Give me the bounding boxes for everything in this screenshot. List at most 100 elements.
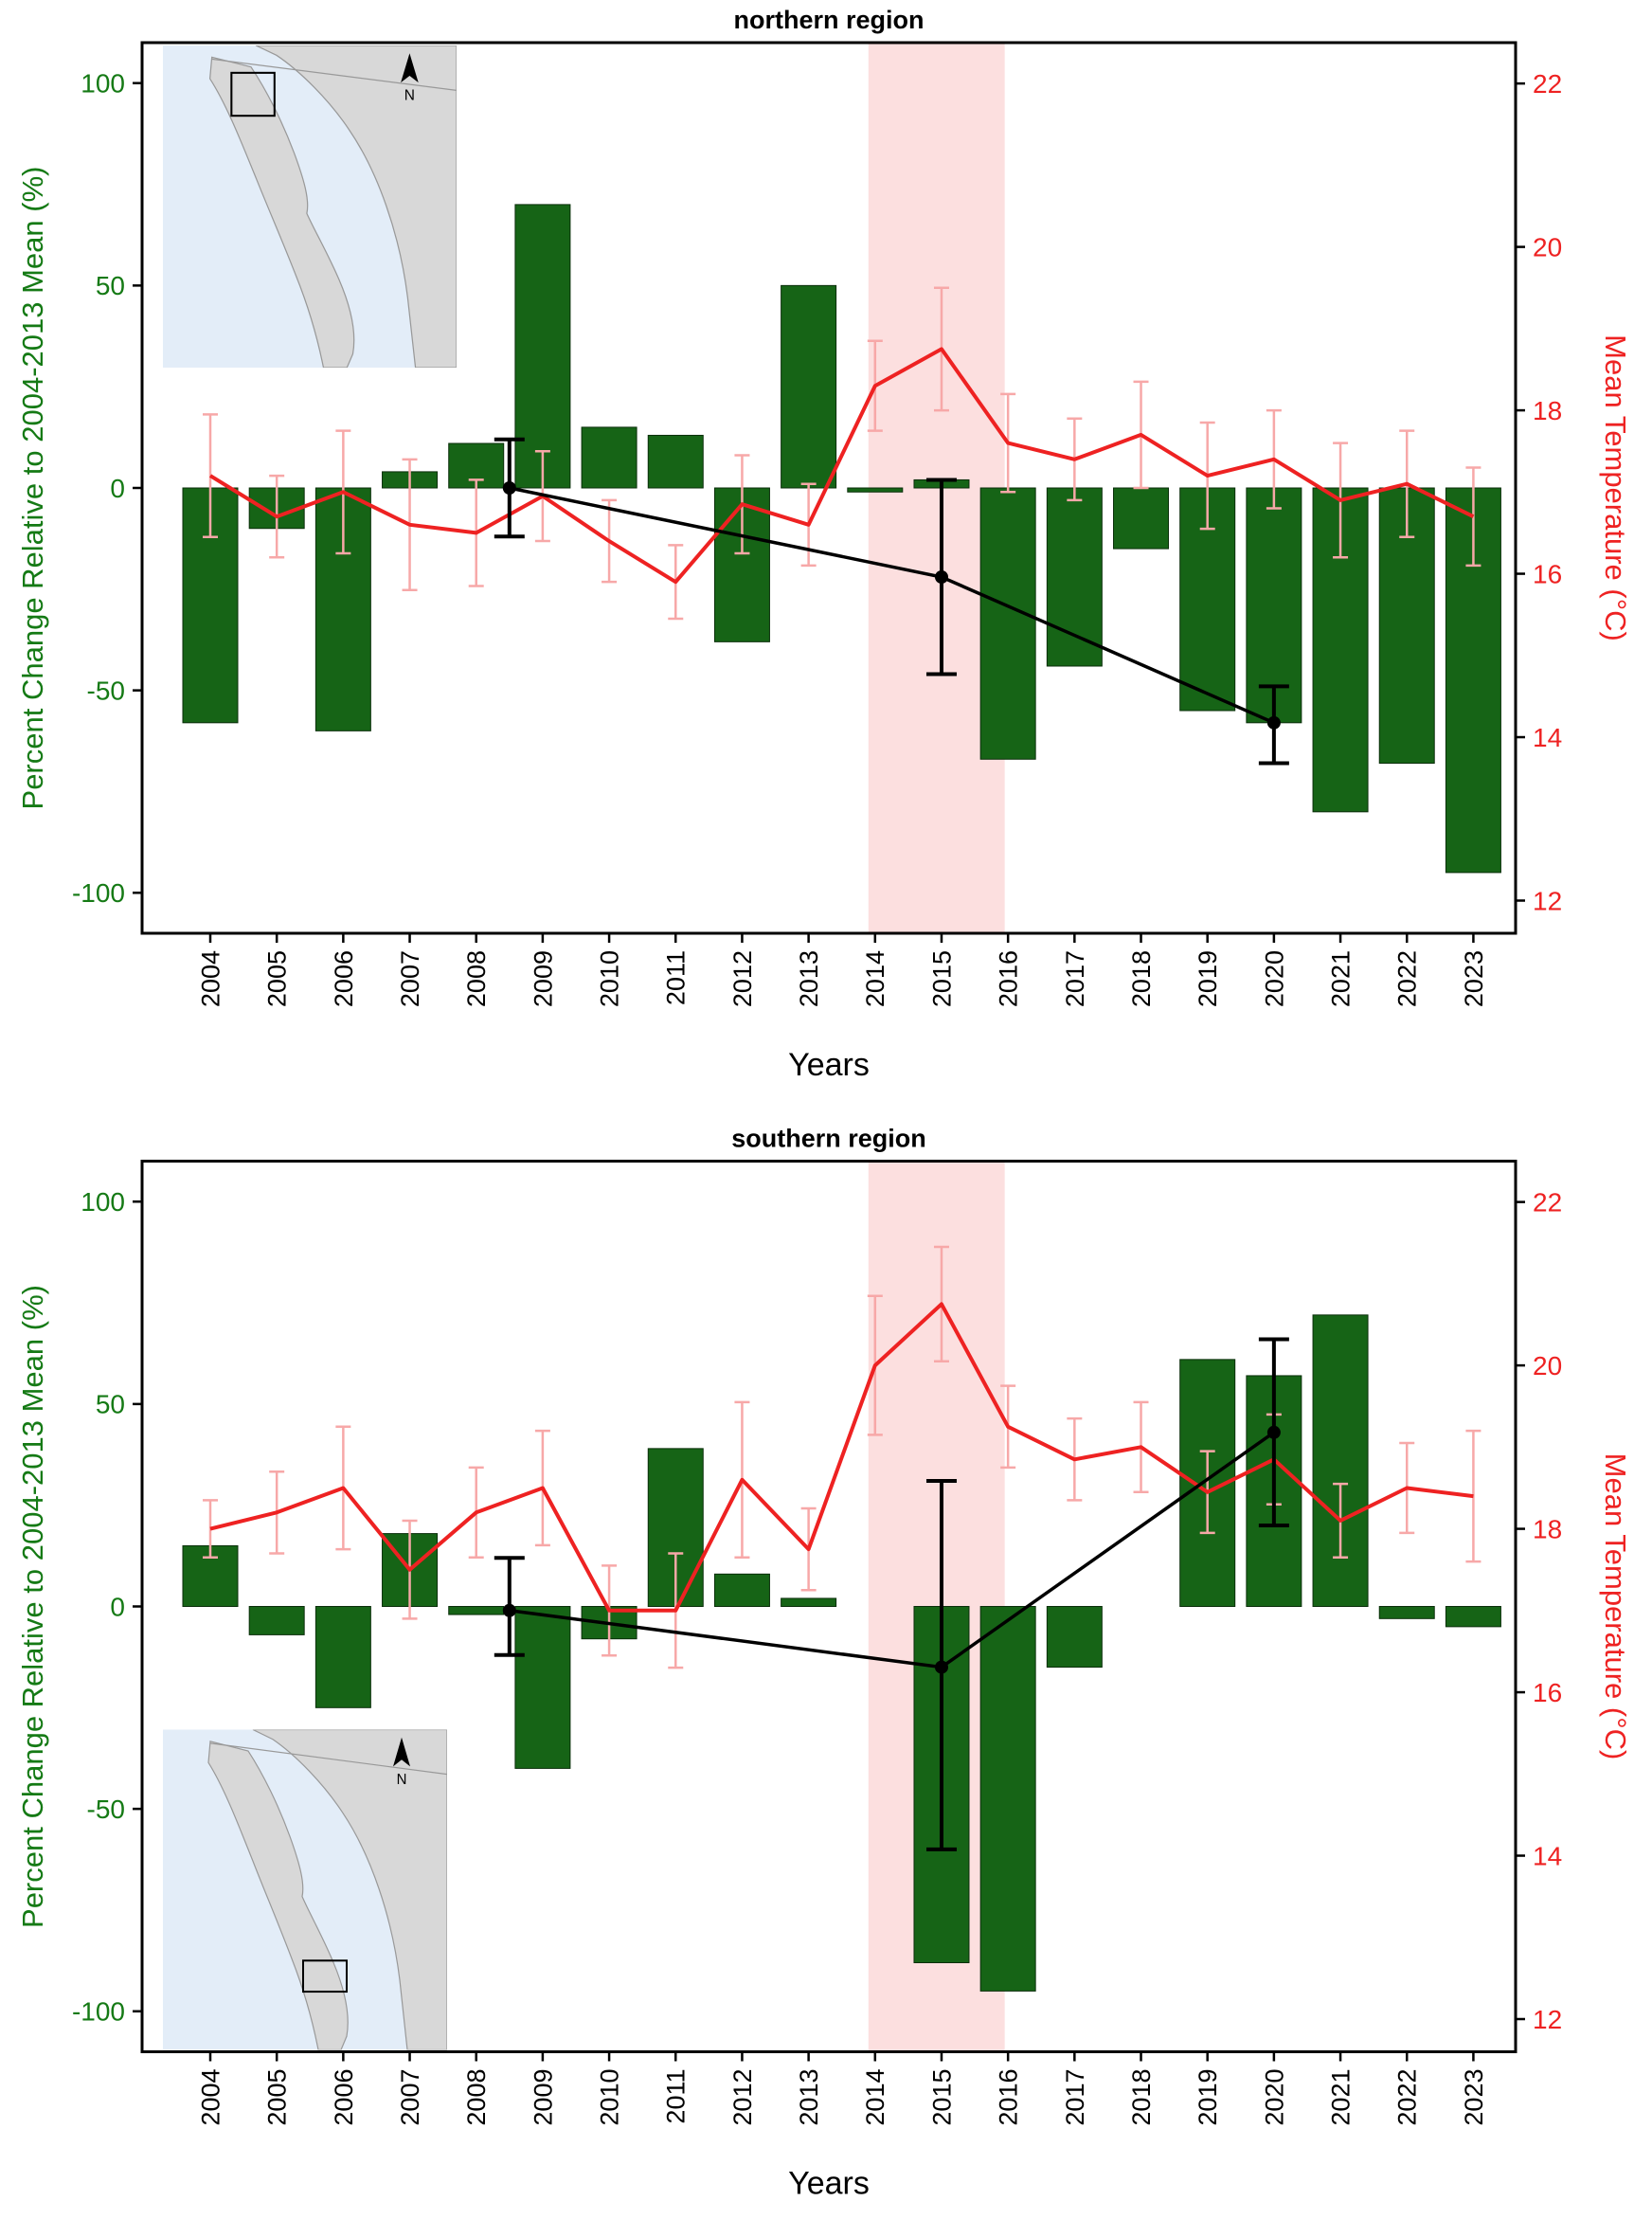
x-axis-tick-label: 2011: [662, 950, 691, 1005]
map-baja-peninsula: [207, 1741, 349, 2050]
left-axis-title: Percent Change Relative to 2004-2013 Mea…: [16, 1285, 49, 1928]
x-axis-tick-label: 2017: [1061, 2069, 1089, 2126]
mean-temperature-line: [209, 1302, 1474, 1613]
right-axis-tick-label: 18: [1533, 1514, 1562, 1543]
left-axis-tick-label: 50: [96, 271, 125, 300]
x-axis-tick-label: 2012: [728, 2069, 757, 2126]
x-axis-tick-label: 2021: [1327, 950, 1356, 1007]
x-axis-tick-label: 2004: [196, 950, 224, 1007]
percent-change-bar-2017: [1046, 487, 1103, 667]
percent-change-bar-2013: [781, 284, 837, 489]
x-axis-tick-label: 2012: [728, 950, 757, 1007]
right-axis-tick-label: 20: [1533, 232, 1562, 262]
left-axis-tick-label: 50: [96, 1390, 125, 1419]
mean-temperature-line: [208, 347, 1475, 585]
x-axis-tick-label: 2023: [1460, 2069, 1488, 2126]
decadal-mean-point: [1266, 1425, 1281, 1439]
x-axis-tick-label: 2006: [330, 950, 358, 1007]
right-axis-tick-label: 22: [1533, 1187, 1562, 1217]
x-axis-tick-label: 2005: [263, 2069, 292, 2126]
left-axis-title: Percent Change Relative to 2004-2013 Mea…: [16, 167, 49, 810]
x-axis-title: Years: [788, 2166, 870, 2202]
x-axis-tick-label: 2018: [1127, 950, 1156, 1007]
left-axis-tick-label: -100: [72, 1997, 125, 2027]
x-axis-tick-label: 2006: [330, 2069, 358, 2126]
x-axis-tick-label: 2016: [995, 950, 1023, 1007]
north-arrow-icon: [393, 1737, 410, 1767]
decadal-mean-point: [502, 481, 516, 495]
percent-change-bar-2012: [713, 1573, 770, 1607]
left-axis-tick-label: -100: [72, 878, 125, 908]
x-axis-tick-label: 2023: [1460, 950, 1488, 1007]
inset-map: N: [163, 1729, 447, 2050]
study-region-marker: [230, 71, 276, 117]
x-axis-tick-label: 2013: [795, 950, 823, 1007]
right-axis-title: Mean Temperature (°C): [1599, 1453, 1632, 1760]
left-axis-tick-label: 0: [110, 1592, 125, 1621]
percent-change-bar-2009: [514, 204, 571, 489]
x-axis-tick-label: 2020: [1260, 2069, 1288, 2126]
percent-change-bar-2018: [1113, 487, 1170, 550]
right-axis-tick-label: 22: [1533, 69, 1562, 99]
inset-map: N: [163, 45, 457, 368]
x-axis-tick-label: 2018: [1127, 2069, 1156, 2126]
x-axis-tick-label: 2007: [396, 2069, 424, 2126]
left-axis-tick-label: 100: [81, 1187, 125, 1217]
x-axis-tick-label: 2010: [596, 950, 624, 1007]
x-axis-tick-label: 2008: [462, 2069, 491, 2126]
x-axis-tick-label: 2015: [927, 950, 956, 1007]
temperature-error-bar-2004: [203, 413, 218, 538]
percent-change-bar-2013: [781, 1597, 837, 1608]
north-arrow-label: N: [404, 88, 415, 104]
left-axis-tick-label: -50: [87, 676, 125, 705]
left-axis-tick-label: 0: [110, 474, 125, 503]
north-arrow-icon: [401, 53, 419, 83]
map-border-line: [211, 58, 457, 92]
panel-title: southern region: [731, 1125, 926, 1153]
x-axis-tick-label: 2013: [795, 2069, 823, 2126]
percent-change-bar-2006: [314, 1606, 371, 1708]
x-axis-tick-label: 2009: [529, 2069, 557, 2126]
x-axis-tick-label: 2019: [1194, 950, 1222, 1007]
x-axis-tick-label: 2020: [1260, 950, 1288, 1007]
percent-change-bar-2022: [1378, 1606, 1435, 1619]
right-axis-title: Mean Temperature (°C): [1599, 334, 1632, 641]
x-axis-tick-label: 2005: [263, 950, 292, 1007]
x-axis-tick-label: 2022: [1393, 2069, 1422, 2126]
right-axis-tick-label: 14: [1533, 1841, 1562, 1870]
x-axis-tick-label: 2015: [927, 2069, 956, 2126]
right-axis-tick-label: 16: [1533, 559, 1562, 588]
percent-change-bar-2009: [514, 1606, 571, 1769]
x-axis-tick-label: 2019: [1194, 2069, 1222, 2126]
percent-change-bar-2010: [581, 426, 637, 489]
map-border-line: [209, 1742, 447, 1776]
decadal-mean-point: [1266, 715, 1281, 730]
x-axis-tick-label: 2022: [1393, 950, 1422, 1007]
percent-change-bar-2016: [979, 487, 1036, 760]
left-axis-tick-label: 100: [81, 69, 125, 99]
percent-change-bar-2023: [1445, 1606, 1501, 1628]
map-mainland: [252, 1729, 447, 2050]
x-axis-tick-label: 2004: [196, 2069, 224, 2126]
right-axis-tick-label: 16: [1533, 1678, 1562, 1707]
x-axis-tick-label: 2016: [995, 2069, 1023, 2126]
percent-change-bar-2021: [1312, 1314, 1369, 1607]
percent-change-bar-2005: [248, 1606, 305, 1635]
decadal-mean-point: [502, 1603, 516, 1617]
right-axis-tick-label: 18: [1533, 396, 1562, 425]
right-axis-tick-label: 20: [1533, 1351, 1562, 1380]
percent-change-bar-2011: [647, 434, 704, 489]
right-axis-tick-label: 12: [1533, 886, 1562, 915]
x-axis-title: Years: [788, 1047, 870, 1083]
percent-change-bar-2014: [847, 487, 904, 493]
panel-title: northern region: [734, 6, 925, 34]
x-axis-tick-label: 2008: [462, 950, 491, 1007]
right-axis-tick-label: 12: [1533, 2005, 1562, 2034]
decadal-mean-point: [934, 570, 948, 584]
left-axis-tick-label: -50: [87, 1795, 125, 1824]
x-axis-tick-label: 2010: [596, 2069, 624, 2126]
percent-change-bar-2016: [979, 1606, 1036, 1992]
